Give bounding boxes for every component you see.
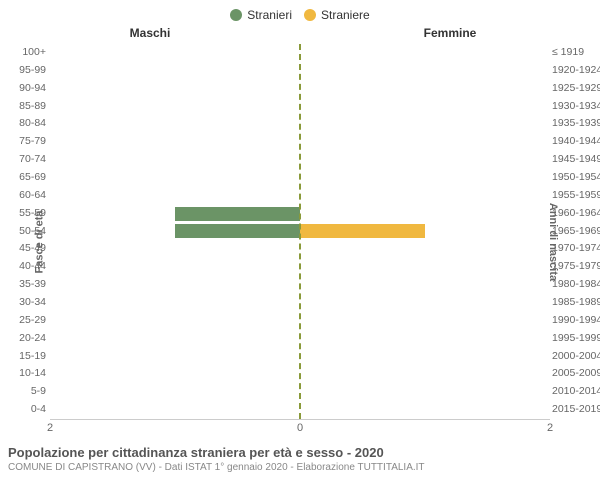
age-tick: 50-54 <box>4 223 46 241</box>
chart-title: Popolazione per cittadinanza straniera p… <box>8 445 592 460</box>
chart-container: Stranieri Straniere Maschi Femmine Fasce… <box>0 0 600 500</box>
age-tick: 10-14 <box>4 365 46 383</box>
year-tick: 1960-1964 <box>552 205 600 223</box>
age-tick: 75-79 <box>4 133 46 151</box>
year-tick: 1920-1924 <box>552 62 600 80</box>
year-tick: 1940-1944 <box>552 133 600 151</box>
year-tick: 1955-1959 <box>552 187 600 205</box>
x-axis: 2 0 2 <box>50 419 550 439</box>
age-tick: 5-9 <box>4 383 46 401</box>
year-tick: 1995-1999 <box>552 330 600 348</box>
x-tick: 2 <box>47 422 53 434</box>
year-tick: 1945-1949 <box>552 151 600 169</box>
year-tick: 1950-1954 <box>552 169 600 187</box>
center-divider <box>299 44 301 419</box>
year-tick: 2010-2014 <box>552 383 600 401</box>
column-headers: Maschi Femmine <box>0 26 600 44</box>
age-tick: 80-84 <box>4 115 46 133</box>
year-tick: 2015-2019 <box>552 401 600 419</box>
legend-item-male: Stranieri <box>230 8 292 22</box>
year-tick: 1985-1989 <box>552 294 600 312</box>
age-tick: 20-24 <box>4 330 46 348</box>
column-header-female: Femmine <box>300 26 600 40</box>
legend: Stranieri Straniere <box>0 0 600 26</box>
age-tick: 70-74 <box>4 151 46 169</box>
x-tick: 0 <box>297 422 303 434</box>
legend-swatch-male <box>230 9 242 21</box>
legend-label-female: Straniere <box>321 8 370 22</box>
column-header-male: Maschi <box>0 26 300 40</box>
legend-label-male: Stranieri <box>247 8 292 22</box>
age-tick: 55-59 <box>4 205 46 223</box>
year-tick: 1980-1984 <box>552 276 600 294</box>
chart-subtitle: COMUNE DI CAPISTRANO (VV) - Dati ISTAT 1… <box>8 462 592 473</box>
age-tick: 100+ <box>4 44 46 62</box>
year-tick: 2005-2009 <box>552 365 600 383</box>
year-tick: 1975-1979 <box>552 258 600 276</box>
bar-male <box>175 224 300 238</box>
year-tick: 1970-1974 <box>552 240 600 258</box>
age-tick: 65-69 <box>4 169 46 187</box>
age-tick: 90-94 <box>4 80 46 98</box>
year-tick: 2000-2004 <box>552 348 600 366</box>
year-tick: 1930-1934 <box>552 98 600 116</box>
year-tick: 1965-1969 <box>552 223 600 241</box>
x-tick: 2 <box>547 422 553 434</box>
year-tick: 1935-1939 <box>552 115 600 133</box>
legend-swatch-female <box>304 9 316 21</box>
age-tick: 40-44 <box>4 258 46 276</box>
bar-male <box>175 207 300 221</box>
legend-item-female: Straniere <box>304 8 370 22</box>
year-tick: 1925-1929 <box>552 80 600 98</box>
age-tick: 85-89 <box>4 98 46 116</box>
age-tick: 60-64 <box>4 187 46 205</box>
age-tick: 0-4 <box>4 401 46 419</box>
age-tick: 25-29 <box>4 312 46 330</box>
age-tick: 45-49 <box>4 240 46 258</box>
bar-female <box>300 224 425 238</box>
age-tick: 95-99 <box>4 62 46 80</box>
year-tick: ≤ 1919 <box>552 44 600 62</box>
age-tick: 15-19 <box>4 348 46 366</box>
age-tick: 30-34 <box>4 294 46 312</box>
age-tick: 35-39 <box>4 276 46 294</box>
plot-area: Fasce di età Anni di nascita 100+≤ 19199… <box>50 44 550 439</box>
year-tick: 1990-1994 <box>552 312 600 330</box>
chart-footer: Popolazione per cittadinanza straniera p… <box>0 439 600 473</box>
